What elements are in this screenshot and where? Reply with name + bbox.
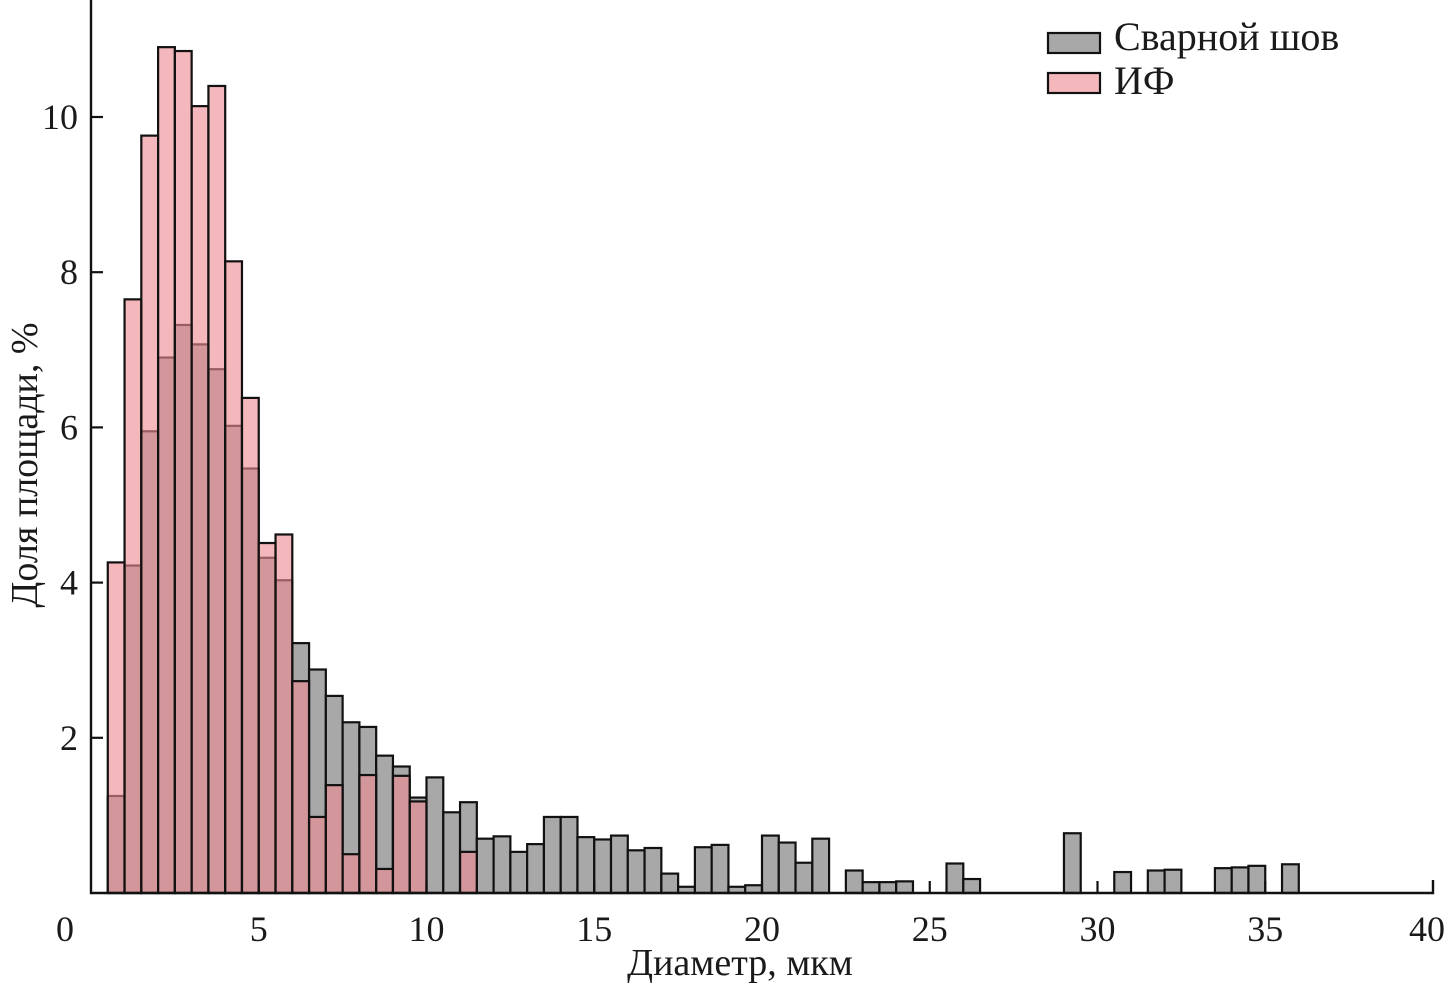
bar-welded-seam [509,850,529,895]
x-tick-label: 10 [409,909,445,949]
x-axis-title: Диаметр, мкм [627,942,853,984]
bar-welded-seam [1113,870,1133,895]
y-tick-label: 8 [60,252,78,292]
bar-welded-seam [442,811,462,895]
y-tick-label: 10 [42,97,78,137]
bar-if [240,396,260,895]
bar-welded-seam [861,881,881,895]
bar-if [391,774,411,895]
legend-swatch-welded-seam [1046,31,1102,55]
bar-welded-seam [811,837,831,895]
bar-welded-seam [777,841,797,895]
bar-welded-seam [962,877,982,895]
bar-welded-seam [1146,869,1166,895]
legend-label-if: ИФ [1114,58,1175,103]
y-tick-label: 2 [60,718,78,758]
bar-if [458,850,478,895]
bar-welded-seam [542,815,562,895]
bar-welded-seam [492,835,512,895]
bar-welded-seam [794,861,814,895]
bar-if [291,680,311,895]
bar-welded-seam [1062,832,1082,895]
bar-if [358,773,378,895]
bar-welded-seam [643,846,663,895]
bar-welded-seam [609,834,629,895]
legend-swatch-if [1046,71,1102,95]
bar-if [257,541,277,895]
legend: Сварной шов ИФ [1046,14,1339,103]
bar-if [106,561,126,895]
bar-if [140,134,160,895]
bar-welded-seam [1163,868,1183,895]
x-tick-label: 40 [1409,909,1445,949]
bar-if [341,853,361,895]
y-tick-label: 4 [60,563,78,603]
bar-welded-seam [945,862,965,895]
x-tick-label: 5 [250,909,268,949]
series-if-bars [106,46,478,895]
bar-welded-seam [626,849,646,895]
bar-welded-seam [1247,864,1267,895]
bar-welded-seam [710,843,730,895]
bar-welded-seam [593,838,613,895]
legend-label-welded-seam: Сварной шов [1114,14,1339,59]
bar-welded-seam [526,843,546,895]
x-tick-label: 35 [1247,909,1283,949]
bar-if [324,784,344,895]
bar-welded-seam [760,834,780,895]
bar-welded-seam [878,881,898,895]
bar-welded-seam [660,872,680,895]
bar-if [224,260,244,895]
x-tick-label: 0 [56,909,74,949]
bar-welded-seam [844,869,864,895]
bar-if [408,800,428,895]
y-axis-ticks: 2 4 6 8 10 [42,97,103,758]
bar-if [307,815,327,895]
bar-welded-seam [559,815,579,895]
x-tick-label: 30 [1080,909,1116,949]
bar-welded-seam [1230,866,1250,895]
bar-if [207,84,227,895]
x-tick-label: 15 [576,909,612,949]
bar-welded-seam [895,880,915,895]
bar-welded-seam [475,837,495,895]
x-tick-label: 20 [744,909,780,949]
x-tick-label: 25 [912,909,948,949]
y-tick-label: 6 [60,407,78,447]
bar-if [157,46,176,895]
bar-welded-seam [1280,863,1300,895]
x-axis-ticks: 0 5 10 15 20 25 30 35 40 [56,881,1445,949]
bar-welded-seam [425,776,445,895]
bar-if [190,105,210,895]
bar-welded-seam [1213,867,1233,895]
bar-welded-seam [693,846,713,895]
bar-if [274,533,294,895]
y-axis-title: Доля площади, % [4,322,46,607]
bar-welded-seam [576,836,596,895]
bar-if [375,867,395,895]
bar-if [173,49,193,895]
bar-if [123,298,143,895]
